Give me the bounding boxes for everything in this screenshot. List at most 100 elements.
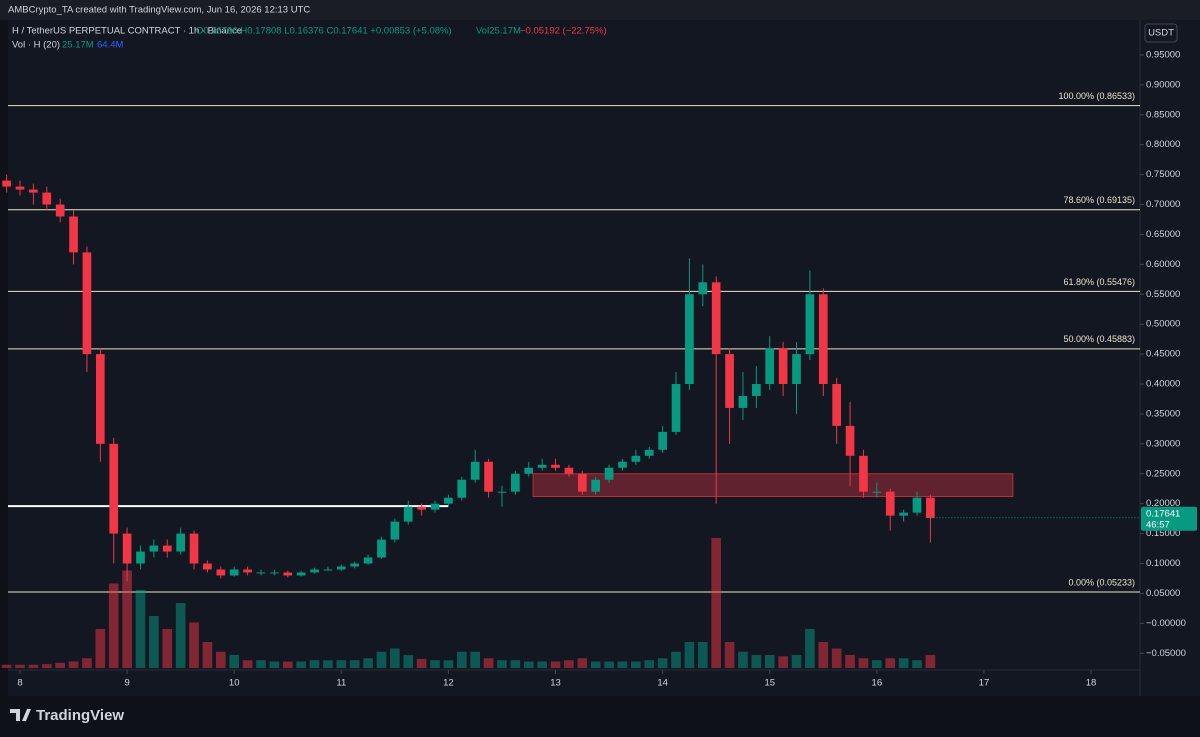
candle-body <box>926 497 935 519</box>
candle-body <box>256 572 266 574</box>
candle-body <box>818 294 828 385</box>
volume-bar <box>122 570 132 668</box>
candle-body <box>577 473 587 492</box>
supply-zone <box>532 473 1014 497</box>
volume-now: Vol25.17M <box>476 26 521 37</box>
candle-body <box>765 348 775 385</box>
candle-body <box>243 569 252 573</box>
candle-body <box>122 533 132 564</box>
candle-body <box>417 506 426 510</box>
candle-body <box>859 455 868 492</box>
y-tick-label: 0.50000 <box>1146 319 1180 330</box>
author-line: AMBCrypto_TA created with TradingView.co… <box>8 5 310 16</box>
volume-bar <box>55 662 65 668</box>
currency[interactable]: USDT <box>1148 28 1174 39</box>
vol-value: 25.17M <box>62 40 94 51</box>
fib-label: 100.00% (0.86533) <box>1058 91 1135 101</box>
volume-bar <box>778 656 788 668</box>
candle-body <box>69 216 78 253</box>
volume-bar <box>590 661 601 668</box>
volume-bar <box>671 651 681 668</box>
candle-body <box>323 569 333 571</box>
candle-body <box>832 384 842 426</box>
y-tick-label: 0.60000 <box>1146 259 1180 270</box>
y-tick-label: 0.05000 <box>1146 588 1180 599</box>
volume-bar <box>1 664 12 668</box>
vol-ma: 64.4M <box>97 40 123 51</box>
candle-body <box>229 569 239 576</box>
candle-body <box>671 384 681 432</box>
volume-bar <box>68 661 79 668</box>
countdown: 46:57 <box>1146 519 1170 530</box>
y-tick-label: 0.30000 <box>1146 438 1180 449</box>
candle-body <box>591 479 601 492</box>
candle-body <box>136 551 145 564</box>
volume-bar <box>604 661 614 668</box>
volume-bar <box>309 660 320 668</box>
volume-bar <box>738 651 748 668</box>
candle-body <box>176 533 185 552</box>
candle-body <box>778 348 788 385</box>
x-tick-label: 12 <box>443 678 454 689</box>
volume-bar <box>443 660 454 668</box>
y-tick-label: 0.45000 <box>1146 349 1180 360</box>
volume-bar <box>564 660 574 668</box>
candle-body <box>618 461 627 468</box>
fib-label: 61.80% (0.55476) <box>1063 277 1135 287</box>
y-tick-label: −0.05000 <box>1146 648 1186 659</box>
y-tick-label: 0.15000 <box>1146 528 1180 539</box>
volume-bar <box>95 629 106 668</box>
x-tick-label: 9 <box>124 678 129 689</box>
candle-body <box>377 539 386 558</box>
y-tick-label: 0.70000 <box>1146 199 1180 210</box>
volume-bar <box>282 661 293 668</box>
y-tick-label: 0.10000 <box>1146 558 1180 569</box>
volume-bar <box>175 603 186 668</box>
last-price-label: 0.17641 <box>1146 508 1180 519</box>
volume-bar <box>657 658 668 668</box>
fib-label: 0.00% (0.05233) <box>1068 577 1135 587</box>
volume-bar <box>898 658 909 668</box>
candle-body <box>216 569 226 576</box>
candle-body <box>631 455 641 462</box>
symbol: H / TetherUS PERPETUAL CONTRACT · 1h · B… <box>12 26 242 37</box>
volume-bar <box>403 655 414 668</box>
volume-bar <box>296 661 306 668</box>
x-tick-label: 8 <box>17 678 22 689</box>
volume-bar <box>751 655 762 668</box>
candle-body <box>658 431 667 450</box>
candle-body <box>644 449 654 456</box>
volume-bar <box>764 655 775 668</box>
volume-bar <box>416 658 427 668</box>
candle-body <box>792 354 801 385</box>
logo <box>10 709 31 721</box>
volume-bar <box>845 655 855 668</box>
candle-body <box>2 180 11 187</box>
volume-bar <box>269 661 280 668</box>
y-tick-label: −0.00000 <box>1146 618 1186 629</box>
volume-bar <box>510 660 521 668</box>
volume-bar <box>831 648 842 668</box>
y-tick-label: 0.75000 <box>1146 169 1180 180</box>
candle-body <box>497 491 507 493</box>
candle-body <box>711 282 721 355</box>
candle-body <box>55 204 65 217</box>
volume-bar <box>912 660 922 668</box>
volume-bar <box>818 642 829 668</box>
volume-bar <box>872 660 882 668</box>
fib-label: 78.60% (0.69135) <box>1063 195 1135 205</box>
candle-body <box>444 497 453 504</box>
volume-bar <box>15 664 25 668</box>
volume-bar <box>805 629 815 668</box>
currency-button[interactable] <box>1144 23 1178 43</box>
candle-body <box>604 467 614 480</box>
candle-body <box>390 521 400 540</box>
fib-label: 50.00% (0.45883) <box>1063 334 1135 344</box>
volume-bar <box>456 651 467 668</box>
volume-bar <box>483 658 494 668</box>
x-tick-label: 13 <box>550 678 561 689</box>
candle-body <box>336 566 346 570</box>
volume-bar <box>323 660 333 668</box>
volume-bar <box>363 658 373 668</box>
